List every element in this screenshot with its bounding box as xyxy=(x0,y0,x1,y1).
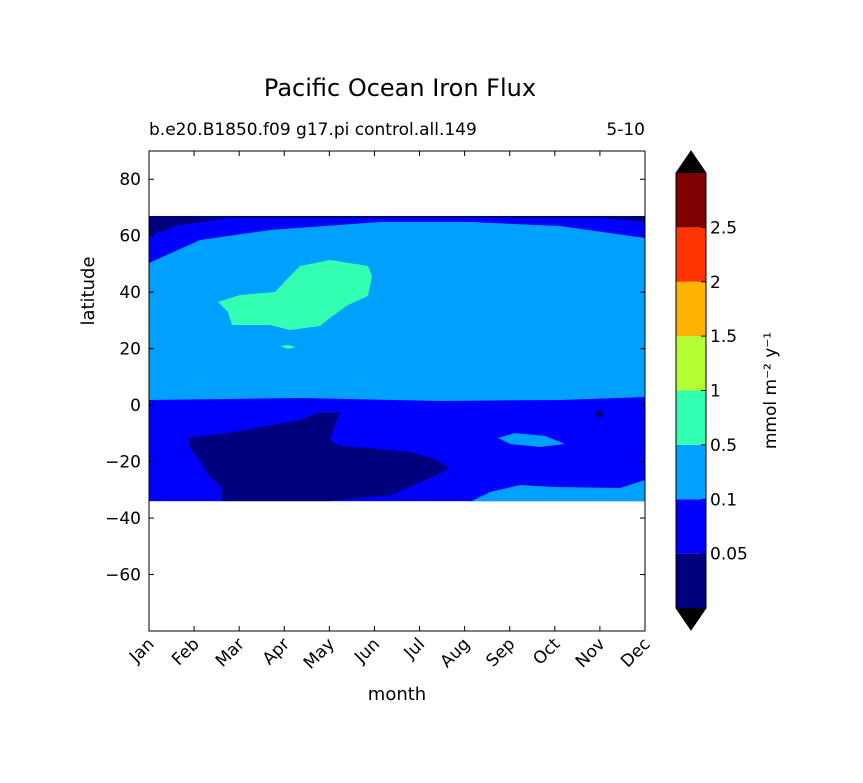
colorbar-segment xyxy=(676,227,706,282)
contour-fill-level-3-spot xyxy=(280,345,296,349)
colorbar-tick-label: 0.1 xyxy=(710,490,737,510)
colorbar-tick-label: 1 xyxy=(710,382,721,402)
x-tick-label: Oct xyxy=(529,634,564,669)
colorbar-segment xyxy=(676,336,706,391)
colorbar-tick-label: 2 xyxy=(710,273,721,293)
x-tick-label: Apr xyxy=(259,634,294,669)
colorbar-tick-label: 2.5 xyxy=(710,218,737,238)
contour-fill-south-min xyxy=(188,412,450,502)
x-tick-label: Mar xyxy=(212,634,249,671)
colorbar-outline xyxy=(675,150,707,631)
contour-fill-east-tongue xyxy=(498,433,565,447)
colorbar-extend-min xyxy=(676,608,706,630)
y-tick-label: 20 xyxy=(119,340,141,360)
y-tick-label: 80 xyxy=(119,170,141,190)
colorbar-tick-label: 1.5 xyxy=(710,327,737,347)
y-axis-label: latitude xyxy=(78,256,99,325)
colorbar-extend-max xyxy=(676,151,706,173)
contour-fill-north-band xyxy=(149,215,645,263)
colorbar-segment xyxy=(676,173,706,228)
y-tick-label: −40 xyxy=(105,509,141,529)
colorbar-label: mmol m⁻² y⁻¹ xyxy=(761,332,781,449)
colorbar-segment xyxy=(676,553,706,608)
x-tick-label: Aug xyxy=(437,634,475,672)
x-tick-label: May xyxy=(300,634,339,673)
x-tick-label: Nov xyxy=(572,634,610,672)
colorbar-tick-label: 0.05 xyxy=(710,545,748,565)
chart-title: Pacific Ocean Iron Flux xyxy=(263,74,537,102)
x-axis-label: month xyxy=(368,684,426,705)
x-tick-label: Feb xyxy=(168,634,203,669)
y-tick-label: 0 xyxy=(130,396,141,416)
chart-subtitle-years: 5-10 xyxy=(606,120,645,140)
y-tick-label: −60 xyxy=(105,566,141,586)
axes-frame xyxy=(148,150,646,632)
contour-fill-southeast-patch xyxy=(470,480,645,502)
contour-fill-level-3 xyxy=(218,260,372,330)
x-tick-label: Jun xyxy=(350,634,384,668)
x-tick-label: Dec xyxy=(617,634,654,671)
colorbar-tick-label: 0.5 xyxy=(710,436,737,456)
contour-fill-spot xyxy=(594,409,604,418)
colorbar-segment xyxy=(676,444,706,500)
y-tick-label: 40 xyxy=(119,283,141,303)
x-tick-label: Jan xyxy=(125,634,158,667)
x-tick-label: Jul xyxy=(400,634,429,663)
colorbar-segment xyxy=(676,390,706,445)
x-tick-label: Sep xyxy=(482,634,519,671)
colorbar-segment xyxy=(676,281,706,337)
y-tick-label: −20 xyxy=(105,453,141,473)
contour-fill-north-min xyxy=(149,215,645,236)
y-tick-label: 60 xyxy=(119,227,141,247)
chart-subtitle-case: b.e20.B1850.f09 g17.pi control.all.149 xyxy=(149,120,477,140)
colorbar-segment xyxy=(676,499,706,554)
